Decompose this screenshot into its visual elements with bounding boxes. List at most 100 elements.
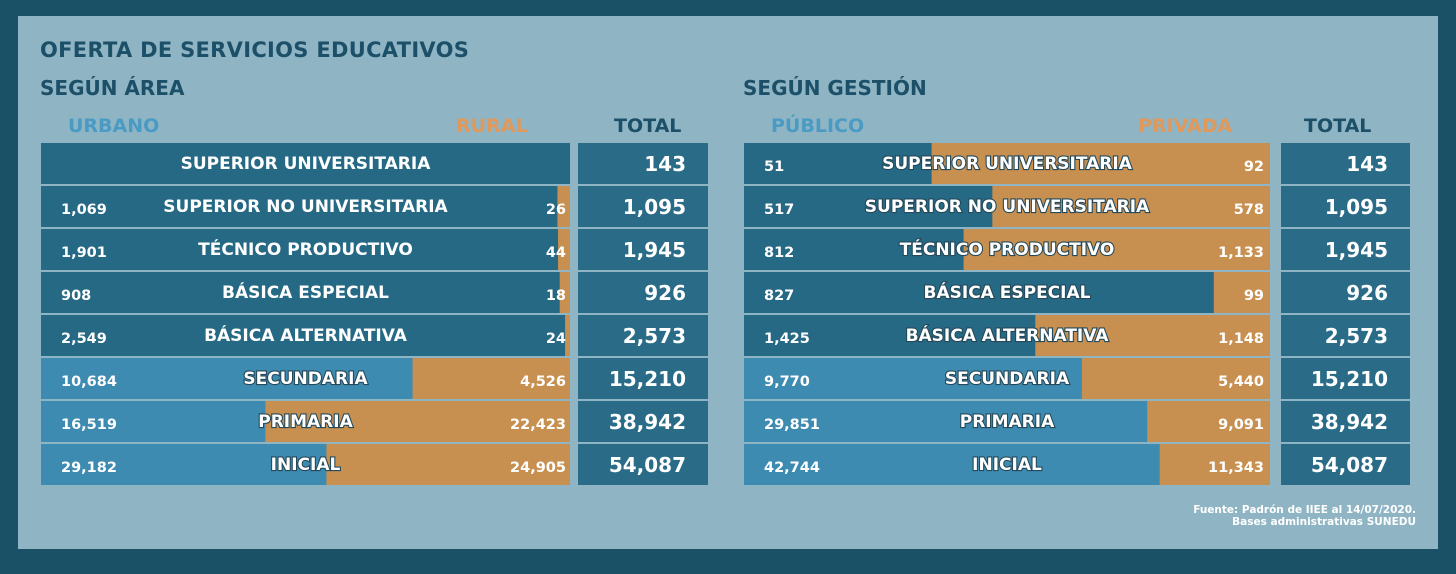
area-total-cell-0	[578, 143, 708, 184]
area-category-label-3: BÁSICA ESPECIAL	[222, 281, 389, 303]
area-value-a-1: 1,069	[61, 202, 107, 218]
gestion-total-cell-3	[1281, 272, 1410, 313]
gestion-value-b-6: 9,091	[1218, 417, 1264, 433]
gestion-total-value-7: 54,087	[1311, 453, 1388, 477]
area-value-a-4: 2,549	[61, 331, 107, 347]
area-value-a-6: 16,519	[61, 417, 117, 433]
gestion-value-a-1: 517	[764, 202, 794, 218]
subtitle-segun-area: SEGÚN ÁREA	[40, 76, 185, 100]
total-header-gestion: TOTAL	[1304, 115, 1372, 137]
area-total-cell-1	[578, 186, 708, 227]
gestion-value-b-1: 578	[1234, 202, 1264, 218]
area-bar-segment-1	[557, 186, 570, 227]
area-category-label-7: INICIAL	[271, 455, 341, 475]
area-category-label-5: SECUNDARIA	[243, 369, 368, 389]
area-category-label-1: SUPERIOR NO UNIVERSITARIA	[163, 197, 448, 217]
area-total-value-5: 15,210	[609, 367, 686, 391]
area-bar-2	[41, 229, 570, 270]
area-total-cell-4	[578, 315, 708, 356]
area-total-cell-5	[578, 358, 708, 399]
area-total-cell-2	[578, 229, 708, 270]
area-bar-1	[41, 186, 570, 227]
area-value-b-6: 22,423	[510, 417, 566, 433]
gestion-total-value-4: 2,573	[1325, 324, 1388, 348]
gestion-value-b-7: 11,343	[1208, 460, 1264, 476]
gestion-total-value-2: 1,945	[1325, 238, 1388, 262]
gestion-category-label-4: BÁSICA ALTERNATIVA	[906, 324, 1110, 346]
gestion-total-cell-2	[1281, 229, 1410, 270]
area-bar-3	[41, 272, 570, 313]
area-total-cell-6	[578, 401, 708, 442]
legend-privada: PRIVADA	[1138, 115, 1233, 137]
area-bar-segment-7	[326, 444, 570, 485]
gestion-value-a-4: 1,425	[764, 331, 810, 347]
area-bar-segment-3	[559, 272, 570, 313]
area-bar-segment-2	[558, 229, 570, 270]
area-category-label-6: PRIMARIA	[258, 412, 353, 432]
page-title: OFERTA DE SERVICIOS EDUCATIVOS	[40, 38, 470, 62]
gestion-value-a-3: 827	[764, 288, 794, 304]
gestion-bar-segment-4	[1035, 315, 1270, 356]
gestion-bar-3	[744, 272, 1270, 313]
gestion-bar-segment-5	[1081, 358, 1270, 399]
gestion-total-value-0: 143	[1346, 152, 1388, 176]
area-total-value-7: 54,087	[609, 453, 686, 477]
gestion-total-value-3: 926	[1346, 281, 1388, 305]
area-bar-segment-6	[265, 401, 570, 442]
area-category-label-2: TÉCNICO PRODUCTIVO	[198, 238, 413, 260]
source-footnote: Fuente: Padrón de IIEE al 14/07/2020. Ba…	[1193, 504, 1416, 528]
area-category-label-4: BÁSICA ALTERNATIVA	[204, 324, 408, 346]
gestion-bar-segment-6	[1147, 401, 1270, 442]
footnote-line-2: Bases administrativas SUNEDU	[1232, 516, 1416, 528]
area-total-value-2: 1,945	[623, 238, 686, 262]
area-total-cell-7	[578, 444, 708, 485]
area-bar-segment-4	[565, 315, 570, 356]
gestion-bar-segment-7	[1159, 444, 1270, 485]
area-bar-segment-5	[412, 358, 570, 399]
gestion-total-cell-1	[1281, 186, 1410, 227]
area-value-b-1: 26	[546, 202, 566, 218]
subtitle-segun-gestion: SEGÚN GESTIÓN	[743, 76, 927, 100]
gestion-value-a-5: 9,770	[764, 374, 810, 390]
area-total-value-3: 926	[644, 281, 686, 305]
legend-publico: PÚBLICO	[771, 115, 865, 137]
gestion-bar-segment-2	[963, 229, 1270, 270]
area-value-b-2: 44	[546, 245, 566, 261]
area-total-value-4: 2,573	[623, 324, 686, 348]
gestion-value-a-0: 51	[764, 159, 784, 175]
area-value-b-3: 18	[546, 288, 566, 304]
gestion-category-label-2: TÉCNICO PRODUCTIVO	[900, 238, 1115, 260]
area-total-value-1: 1,095	[623, 195, 686, 219]
gestion-value-b-2: 1,133	[1218, 245, 1264, 261]
area-value-a-7: 29,182	[61, 460, 117, 476]
gestion-category-label-7: INICIAL	[972, 455, 1042, 475]
area-total-cell-3	[578, 272, 708, 313]
footnote-line-1: Fuente: Padrón de IIEE al 14/07/2020.	[1193, 504, 1416, 516]
area-value-b-5: 4,526	[520, 374, 566, 390]
gestion-category-label-1: SUPERIOR NO UNIVERSITARIA	[865, 197, 1150, 217]
area-total-value-6: 38,942	[609, 410, 686, 434]
legend-urbano: URBANO	[68, 115, 160, 137]
gestion-bar-segment-0	[931, 143, 1270, 184]
gestion-category-label-5: SECUNDARIA	[945, 369, 1070, 389]
total-header-area: TOTAL	[614, 115, 682, 137]
gestion-value-a-6: 29,851	[764, 417, 820, 433]
area-value-a-3: 908	[61, 288, 91, 304]
area-bar-0	[41, 143, 570, 184]
area-bar-4	[41, 315, 570, 356]
gestion-total-value-6: 38,942	[1311, 410, 1388, 434]
gestion-value-b-5: 5,440	[1218, 374, 1264, 390]
gestion-total-value-5: 15,210	[1311, 367, 1388, 391]
area-category-label-0: SUPERIOR UNIVERSITARIA	[181, 154, 432, 174]
legend-rural: RURAL	[456, 115, 528, 137]
gestion-value-b-0: 92	[1244, 159, 1264, 175]
gestion-total-cell-0	[1281, 143, 1410, 184]
gestion-value-b-4: 1,148	[1218, 331, 1264, 347]
area-value-b-4: 24	[546, 331, 566, 347]
area-value-a-2: 1,901	[61, 245, 107, 261]
gestion-total-value-1: 1,095	[1325, 195, 1388, 219]
gestion-bar-segment-1	[992, 186, 1270, 227]
gestion-total-cell-7	[1281, 444, 1410, 485]
gestion-bar-segment-3	[1213, 272, 1270, 313]
